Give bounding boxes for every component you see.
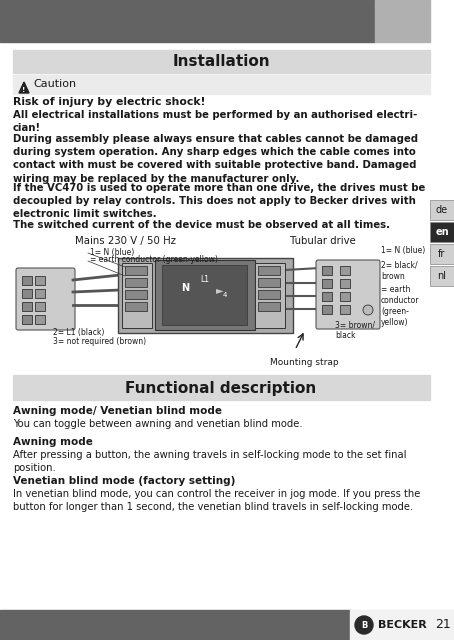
Text: During assembly please always ensure that cables cannot be damaged
during system: During assembly please always ensure tha… [13,134,418,184]
Text: Caution: Caution [33,79,76,89]
Bar [13,50,430,73]
Text: In venetian blind mode, you can control the receiver in jog mode. If you press t: In venetian blind mode, you can control … [13,489,420,512]
Text: 2= L1 (black): 2= L1 (black) [53,328,104,337]
Bar [322,279,332,288]
Text: Functional description: Functional description [125,381,316,396]
Bar [125,278,147,287]
Text: Tubular drive: Tubular drive [290,236,356,246]
FancyBboxPatch shape [316,260,380,329]
Text: All electrical installations must be performed by an authorised electri-
cian!: All electrical installations must be per… [13,110,417,133]
FancyBboxPatch shape [16,268,75,330]
Bar [340,292,350,301]
Bar [35,289,45,298]
Text: Awning mode/ Venetian blind mode: Awning mode/ Venetian blind mode [13,406,222,416]
Bar [155,260,255,330]
Bar [35,302,45,311]
Bar [13,375,430,400]
Bar [35,315,45,324]
Text: B: B [361,621,367,630]
Bar [13,75,430,94]
Bar [350,610,454,640]
Bar [322,305,332,314]
Text: !: ! [22,87,25,93]
Text: N: N [181,283,189,293]
Circle shape [363,305,373,315]
Circle shape [355,616,373,634]
Text: 4: 4 [223,292,227,298]
Text: en: en [435,227,449,237]
Bar [0,610,350,640]
Bar [22,276,32,285]
Bar [430,244,454,264]
Bar [340,266,350,275]
Bar [258,302,280,311]
Text: 3= brown/
black: 3= brown/ black [335,320,375,340]
Polygon shape [19,82,29,93]
Bar [22,302,32,311]
Bar [322,292,332,301]
Bar [258,290,280,299]
Bar [0,0,375,42]
Text: You can toggle between awning and venetian blind mode.: You can toggle between awning and veneti… [13,419,303,429]
Bar [22,289,32,298]
Bar [340,279,350,288]
Text: L1: L1 [201,275,209,285]
Bar [125,290,147,299]
Text: 1= N (blue): 1= N (blue) [381,246,425,255]
Bar [255,263,285,328]
Text: The switched current of the device must be observed at all times.: The switched current of the device must … [13,220,390,230]
Text: = earth conductor (green-yellow): = earth conductor (green-yellow) [90,255,218,264]
Text: Risk of injury by electric shock!: Risk of injury by electric shock! [13,97,206,107]
Bar [35,276,45,285]
Text: If the VC470 is used to operate more than one drive, the drives must be
decouple: If the VC470 is used to operate more tha… [13,183,425,220]
Text: Mounting strap: Mounting strap [270,358,339,367]
Text: Awning mode: Awning mode [13,437,93,447]
Bar [125,266,147,275]
Bar [125,302,147,311]
Bar [118,258,293,333]
Bar [375,0,430,42]
Text: 1= N (blue): 1= N (blue) [90,248,134,257]
Bar [258,278,280,287]
Bar [22,315,32,324]
Bar [430,200,454,220]
Text: fr: fr [438,249,446,259]
Text: BECKER: BECKER [378,620,427,630]
Text: After pressing a button, the awning travels in self-locking mode to the set fina: After pressing a button, the awning trav… [13,450,406,473]
Bar [162,265,247,325]
Bar [430,266,454,286]
Text: = earth
conductor
(green-
yellow): = earth conductor (green- yellow) [381,285,419,327]
Text: 21: 21 [435,618,451,632]
Text: de: de [436,205,448,215]
Bar [258,266,280,275]
Bar [340,305,350,314]
Text: ►: ► [216,285,224,295]
Bar [122,263,152,328]
Text: Installation: Installation [172,54,270,70]
Text: Mains 230 V / 50 Hz: Mains 230 V / 50 Hz [75,236,176,246]
Text: 2= black/
brown: 2= black/ brown [381,261,418,281]
Text: 3= not required (brown): 3= not required (brown) [53,337,146,346]
Text: Venetian blind mode (factory setting): Venetian blind mode (factory setting) [13,476,235,486]
Bar [322,266,332,275]
Bar [430,222,454,242]
Text: nl: nl [438,271,446,281]
